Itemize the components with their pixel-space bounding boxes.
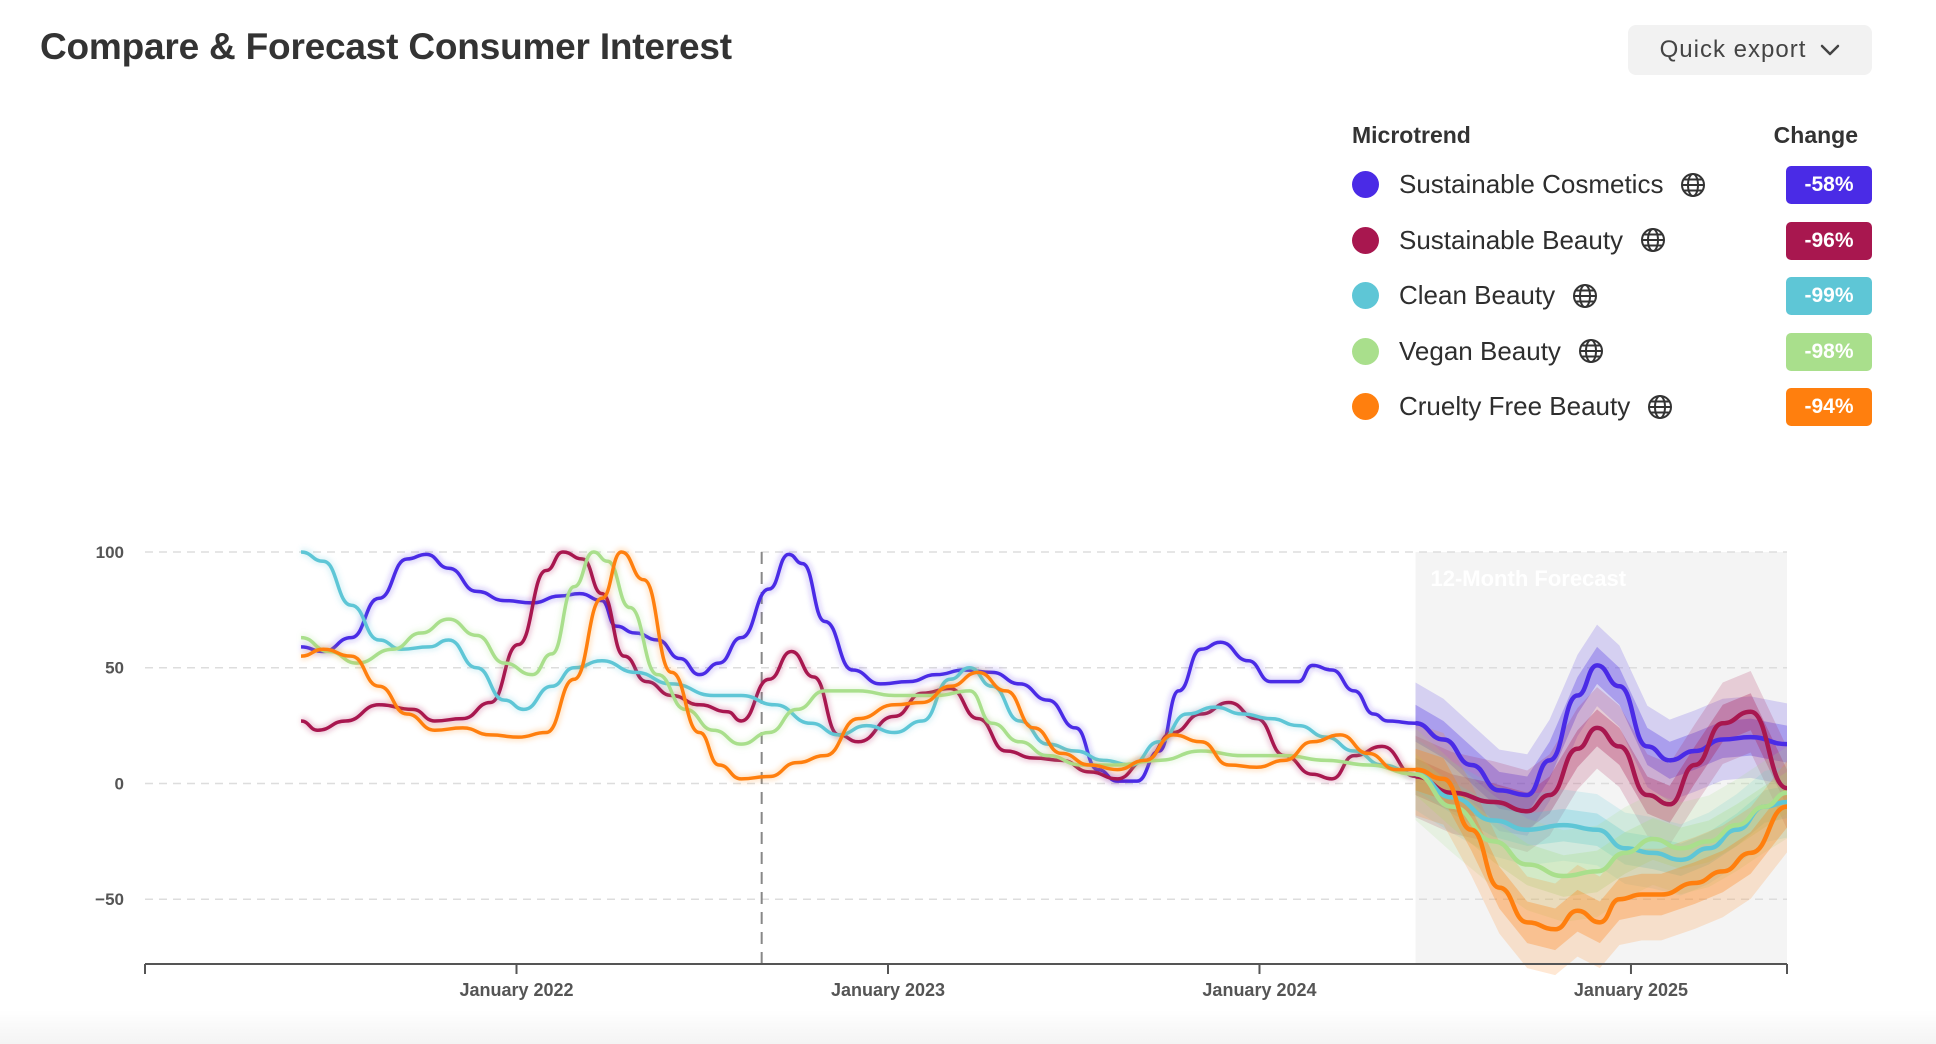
forecast-band-inner xyxy=(1415,693,1787,830)
legend-item-name: Clean Beauty xyxy=(1399,280,1556,311)
legend: Microtrend Change Sustainable Cosmetics -… xyxy=(1352,122,1872,435)
legend-item-name: Sustainable Cosmetics xyxy=(1399,169,1664,200)
forecast-label: 12-Month Forecast xyxy=(1431,566,1627,591)
legend-col-microtrend: Microtrend xyxy=(1352,122,1471,148)
x-tick-label: January 2023 xyxy=(831,980,945,1000)
y-tick-label: 0 xyxy=(115,774,124,793)
y-tick-label: 100 xyxy=(96,543,124,562)
forecast-band-outer xyxy=(1415,624,1787,836)
legend-item[interactable]: Cruelty Free Beauty -94% xyxy=(1352,379,1872,435)
legend-item-name: Vegan Beauty xyxy=(1399,335,1561,366)
change-badge: -99% xyxy=(1786,277,1872,315)
legend-item[interactable]: Clean Beauty -99% xyxy=(1352,268,1872,324)
y-tick-label: 50 xyxy=(105,659,124,678)
page-title: Compare & Forecast Consumer Interest xyxy=(40,26,732,67)
legend-color-dot xyxy=(1352,171,1379,199)
forecast-band-outer xyxy=(1415,723,1787,976)
legend-item[interactable]: Vegan Beauty -98% xyxy=(1352,324,1872,380)
globe-icon[interactable] xyxy=(1679,171,1707,199)
series-line xyxy=(300,550,1416,781)
forecast-line xyxy=(1415,767,1788,932)
forecast-band-inner xyxy=(1415,748,1787,951)
legend-header: Microtrend Change xyxy=(1352,122,1872,149)
change-badge: -58% xyxy=(1786,166,1872,204)
series-line xyxy=(300,552,1416,783)
legend-item-name: Sustainable Beauty xyxy=(1399,224,1624,255)
forecast-line xyxy=(1415,771,1788,879)
change-badge: -96% xyxy=(1786,221,1872,260)
chevron-down-icon xyxy=(1820,44,1840,56)
x-tick-label: January 2022 xyxy=(459,980,573,1000)
x-tick-label: January 2024 xyxy=(1202,980,1316,1000)
forecast-band-inner xyxy=(1415,753,1787,897)
forecast-line xyxy=(1415,709,1788,814)
legend-color-dot xyxy=(1352,282,1379,310)
legend-color-dot xyxy=(1352,393,1379,421)
forecast-region xyxy=(1415,552,1787,964)
legend-color-dot xyxy=(1352,226,1379,254)
globe-icon[interactable] xyxy=(1577,337,1605,365)
y-tick-label: −50 xyxy=(95,890,124,909)
x-tick-label: January 2025 xyxy=(1574,980,1688,1000)
globe-icon[interactable] xyxy=(1639,226,1667,254)
quick-export-label: Quick export xyxy=(1659,36,1807,63)
quick-export-button[interactable]: Quick export xyxy=(1628,25,1872,75)
globe-icon[interactable] xyxy=(1646,393,1674,421)
legend-item[interactable]: Sustainable Cosmetics -58% xyxy=(1352,157,1872,213)
globe-icon[interactable] xyxy=(1571,282,1599,310)
series-line xyxy=(300,550,1416,776)
series-line xyxy=(300,550,1416,776)
change-badge: -94% xyxy=(1786,388,1872,426)
legend-color-dot xyxy=(1352,337,1379,365)
forecast-line xyxy=(1415,771,1788,863)
change-badge: -98% xyxy=(1786,332,1872,371)
legend-item-name: Cruelty Free Beauty xyxy=(1399,391,1631,422)
legend-col-change: Change xyxy=(1773,122,1858,148)
forecast-band-outer xyxy=(1415,728,1787,922)
legend-item[interactable]: Sustainable Beauty -96% xyxy=(1352,213,1872,269)
bottom-fade xyxy=(0,1010,1936,1044)
